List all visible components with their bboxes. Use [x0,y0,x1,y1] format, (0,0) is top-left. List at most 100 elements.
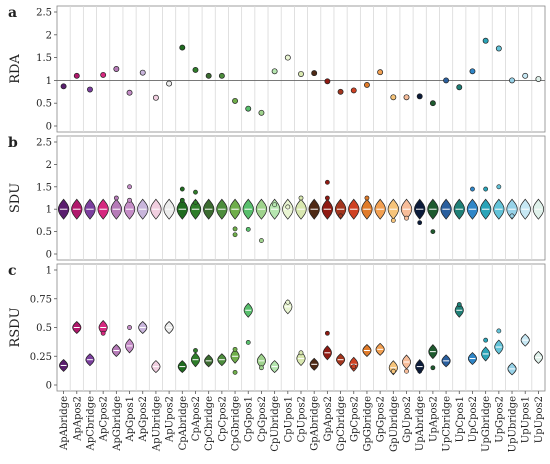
panels-layer: 0 0.5 1 1.5 2 2.5 RDA a 0 0.5 1 1.5 2 2.5 SDU b 0 0.25 0.5… [8,5,546,392]
x-tick-label-CpApos2: CpApos2 [191,396,202,441]
y-tick-label: 1 [46,266,52,277]
outlier-point-UpGpos2 [496,328,502,334]
x-tick-label-GpApos2: GpApos2 [323,396,334,442]
y-tick-label: 0.5 [36,227,52,238]
data-point-ApGpos2 [139,69,146,76]
data-point-CpCbridge [205,72,212,79]
outlier-point-GpApos2 [324,330,330,336]
outlier-point-UpUbridge [509,213,515,219]
data-point-CpUbridge [271,68,278,75]
data-point-UpUbridge [509,77,515,84]
x-tick-label-CpUbridge: CpUbridge [270,396,281,452]
y-tick-label: 0.25 [30,352,52,363]
x-tick-label-UpCpos2: UpCpos2 [468,396,479,442]
outlier-point-UpApos2 [430,365,436,371]
outlier-point-UpApos2 [430,229,436,234]
panel-b: 0 0.5 1 1.5 2 2.5 SDU b [8,135,546,261]
data-point-UpCpos1 [456,84,463,91]
x-tick-label-CpGpos2: CpGpos2 [257,396,268,442]
y-axis-label: SDU [8,183,23,213]
data-point-UpGbridge [482,37,489,44]
data-point-CpUpos1 [284,54,291,61]
outlier-point-ApGpos1 [127,197,132,203]
outlier-point-GpUbridge [390,368,396,374]
y-axis-label: RSDU [8,307,23,347]
x-tick-label-UpGpos2: UpGpos2 [494,396,505,443]
data-point-ApApos2 [73,72,80,79]
x-tick-label-UpUpos1: UpUpos1 [521,396,532,443]
outlier-point-ApGpos1 [127,325,132,330]
outlier-point-CpGbridge [232,369,238,375]
data-point-UpApos2 [429,100,436,107]
outlier-point-CpUpos2 [298,195,304,201]
outlier-point-CpGbridge [232,226,238,232]
outlier-point-CpGbridge [232,346,238,352]
outlier-point-UpCpos1 [456,302,462,307]
outlier-point-CpUpos1 [285,204,291,210]
outlier-point-GpApos2 [324,195,330,201]
data-point-ApUpos2 [166,80,173,87]
outlier-point-CpGbridge [232,232,238,238]
x-tick-label-ApAbridge: ApAbridge [59,396,70,451]
x-tick-label-GpGbridge: GpGbridge [362,396,373,452]
x-tick-label-UpUbridge: UpUbridge [508,396,519,452]
y-tick-label: 1 [46,76,52,87]
x-tick-label-CpGpos1: CpGpos1 [244,396,255,442]
outlier-point-CpGpos2 [259,238,264,243]
data-point-CpGpos1 [245,105,252,112]
panel-letter: c [8,263,17,279]
data-point-GpUbridge [390,94,397,101]
outlier-point-CpApos2 [193,200,198,205]
outlier-point-UpAbridge [417,220,423,226]
y-tick-label: 2.5 [36,138,52,149]
x-tick-label-ApUpos2: ApUpos2 [165,396,176,443]
x-tick-label-GpUbridge: GpUbridge [389,396,400,452]
data-point-CpGpos2 [258,109,265,116]
x-tick-label-ApGbridge: ApGbridge [112,396,123,452]
panel-a: 0 0.5 1 1.5 2 2.5 RDA a [8,5,546,133]
x-tick-label-ApCbridge: ApCbridge [85,396,96,451]
data-point-GpGbridge [363,82,370,88]
x-tick-label-ApUbridge: ApUbridge [151,396,162,452]
outlier-point-UpCpos2 [470,186,475,192]
x-tick-label-CpUpos2: CpUpos2 [297,396,308,442]
y-tick-label: 1.5 [36,182,52,193]
outlier-point-ApGpos1 [127,184,132,190]
y-tick-label: 2 [46,160,52,171]
data-point-GpGpos2 [377,69,384,76]
x-tick-label-UpAbridge: UpAbridge [415,396,426,451]
panel-frame [56,5,546,133]
x-tick-label-GpGpos2: GpGpos2 [376,396,387,442]
data-point-GpCpos2 [350,87,357,94]
data-point-ApGbridge [113,66,120,72]
y-tick-label: 1 [46,205,52,216]
x-tick-label-GpUpos2: GpUpos2 [402,396,413,443]
data-point-GpApos2 [324,78,331,85]
outlier-point-UpGbridge [483,337,489,343]
x-tick-label-UpCbridge: UpCbridge [442,396,453,452]
data-point-ApUbridge [152,94,159,101]
x-tick-label-ApApos2: ApApos2 [72,396,83,442]
y-tick-label: 2.5 [36,8,52,19]
y-tick-label: 0.5 [36,323,52,334]
x-tick-label-CpGbridge: CpGbridge [231,396,242,451]
panel-letter: a [8,5,17,21]
y-tick-label: 0 [46,250,52,261]
outlier-point-GpUpos2 [404,368,409,374]
y-tick-label: 0 [46,122,52,133]
x-axis-labels: ApAbridge ApApos2 ApCbridge ApCpos2 ApGbridg… [59,391,545,452]
data-point-CpApos2 [192,66,199,73]
data-point-CpGbridge [232,97,239,104]
x-tick-label-CpUpos1: CpUpos1 [283,396,294,442]
outlier-point-GpGbridge [364,195,370,201]
data-point-CpAbridge [179,44,186,51]
data-point-CpCpos2 [218,72,225,79]
y-tick-label: 1.5 [36,53,52,64]
outlier-point-GpUpos2 [404,215,409,221]
panel-frame [56,135,546,261]
data-point-ApAbridge [60,83,67,90]
x-tick-label-GpAbridge: GpAbridge [310,396,321,451]
data-point-ApCbridge [87,86,93,93]
y-axis-label: RDA [8,54,23,84]
